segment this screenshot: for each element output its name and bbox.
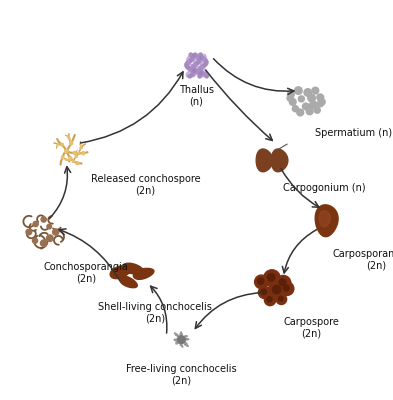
Circle shape [33,222,38,227]
Circle shape [73,152,76,154]
Circle shape [76,162,79,164]
Circle shape [308,94,315,102]
Circle shape [80,144,81,145]
Circle shape [317,101,323,107]
Polygon shape [271,149,288,172]
Circle shape [267,274,275,281]
Circle shape [61,143,63,146]
Circle shape [276,276,291,290]
Circle shape [306,108,313,115]
Text: Spermatium (n): Spermatium (n) [315,128,393,138]
Polygon shape [319,211,331,227]
Circle shape [297,109,304,116]
Circle shape [303,103,309,110]
Circle shape [264,294,276,306]
Circle shape [69,138,70,139]
Circle shape [287,91,294,98]
Polygon shape [178,336,185,343]
Circle shape [279,296,283,301]
Polygon shape [110,266,132,279]
Text: Conchosporangia
(2n): Conchosporangia (2n) [44,262,129,284]
Circle shape [57,143,59,145]
Circle shape [268,281,287,300]
Circle shape [78,152,80,154]
Circle shape [279,279,286,286]
Circle shape [40,240,47,246]
Circle shape [70,142,73,145]
Circle shape [70,142,72,144]
Text: Released conchospore
(2n): Released conchospore (2n) [91,174,200,195]
Circle shape [82,152,85,155]
Circle shape [287,95,293,101]
Circle shape [304,89,312,96]
Circle shape [318,98,325,105]
Circle shape [258,286,270,298]
Circle shape [61,156,64,159]
Circle shape [47,224,51,229]
Circle shape [267,297,272,302]
Circle shape [65,150,68,152]
Circle shape [314,107,320,113]
Text: Thallus
(n): Thallus (n) [179,85,214,106]
Circle shape [258,278,264,284]
Circle shape [261,289,266,294]
Circle shape [72,160,75,162]
Circle shape [81,147,82,148]
Circle shape [69,157,72,160]
Circle shape [312,87,319,94]
Circle shape [280,282,294,296]
Polygon shape [315,205,338,237]
Circle shape [310,101,317,109]
Circle shape [317,94,324,101]
Circle shape [65,149,68,152]
Circle shape [75,155,77,157]
Circle shape [295,87,302,94]
Circle shape [76,156,77,157]
Circle shape [255,275,268,289]
Circle shape [65,150,68,152]
Circle shape [76,152,77,154]
Circle shape [283,285,289,291]
Text: Carpogonium (n): Carpogonium (n) [283,183,366,193]
Text: Carpospore
(2n): Carpospore (2n) [283,317,339,338]
Circle shape [26,229,31,235]
Circle shape [276,294,286,304]
Text: Carposporangium
(2n): Carposporangium (2n) [332,249,393,271]
Circle shape [298,96,305,102]
Polygon shape [256,149,273,172]
Polygon shape [120,276,137,288]
Text: Free-living conchocelis
(2n): Free-living conchocelis (2n) [126,364,237,386]
Circle shape [289,98,296,105]
Circle shape [65,150,68,152]
Circle shape [67,136,68,137]
Text: Shell-living conchocelis
(2n): Shell-living conchocelis (2n) [98,302,212,324]
Circle shape [66,159,67,160]
Circle shape [61,144,63,146]
Circle shape [33,238,38,243]
Circle shape [272,285,281,294]
Circle shape [53,229,59,235]
Circle shape [80,147,82,149]
Polygon shape [133,268,154,279]
Circle shape [264,270,280,286]
Polygon shape [122,263,143,274]
Circle shape [65,150,68,152]
Circle shape [62,157,63,158]
Circle shape [68,138,70,140]
Circle shape [46,235,53,242]
Circle shape [41,217,46,222]
Circle shape [292,106,298,112]
